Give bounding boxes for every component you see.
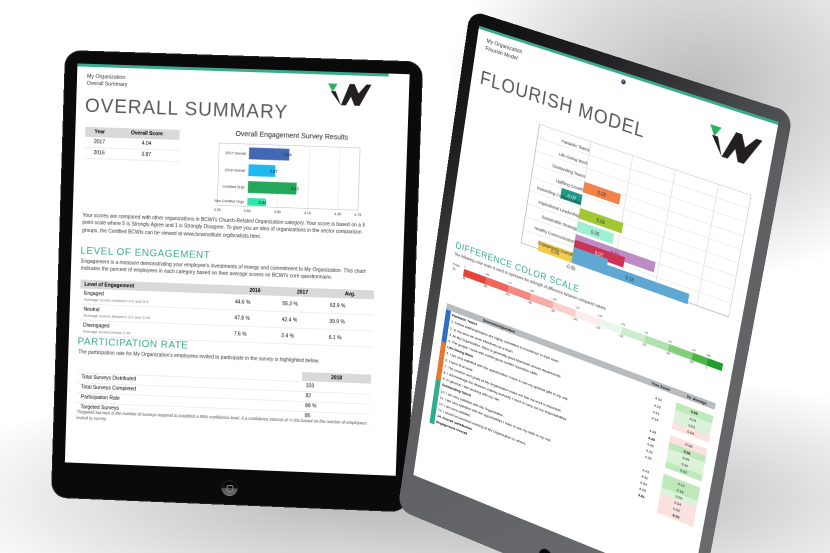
- svg-text:.59: .59: [689, 359, 694, 365]
- svg-text:-.01: -.01: [620, 321, 626, 327]
- svg-text:1: 1: [705, 365, 708, 370]
- svg-text:-.80: -.80: [482, 283, 488, 289]
- svg-text:.19: .19: [665, 350, 670, 356]
- svg-text:-.39: -.39: [549, 308, 555, 314]
- svg-text:-1: -1: [463, 265, 466, 268]
- svg-text:-.10: -.10: [595, 324, 601, 330]
- svg-text:-.79: -.79: [506, 279, 512, 285]
- svg-text:-.20: -.20: [572, 316, 578, 322]
- svg-text:.01: .01: [644, 330, 649, 336]
- svg-text:.80: .80: [706, 352, 711, 358]
- svg-text:Outstanding Teams: Outstanding Teams: [552, 163, 586, 179]
- svg-text:-.01: -.01: [618, 333, 624, 339]
- svg-text:-.99: -.99: [462, 275, 465, 281]
- svg-text:Fantastic Teams: Fantastic Teams: [561, 138, 590, 153]
- svg-text:-.63: -.63: [504, 291, 510, 297]
- svg-text:.10: .10: [642, 342, 647, 348]
- svg-text:-.40: -.40: [526, 299, 532, 305]
- svg-text:-0.05: -0.05: [565, 263, 576, 272]
- svg-text:-.59: -.59: [528, 288, 534, 294]
- svg-text:-.99: -.99: [484, 271, 490, 277]
- svg-text:-.09: -.09: [597, 313, 603, 319]
- svg-text:.20: .20: [691, 347, 696, 353]
- svg-text:.10: .10: [667, 338, 672, 344]
- svg-text:-.39: -.39: [551, 296, 557, 302]
- svg-text:-.19: -.19: [574, 304, 580, 310]
